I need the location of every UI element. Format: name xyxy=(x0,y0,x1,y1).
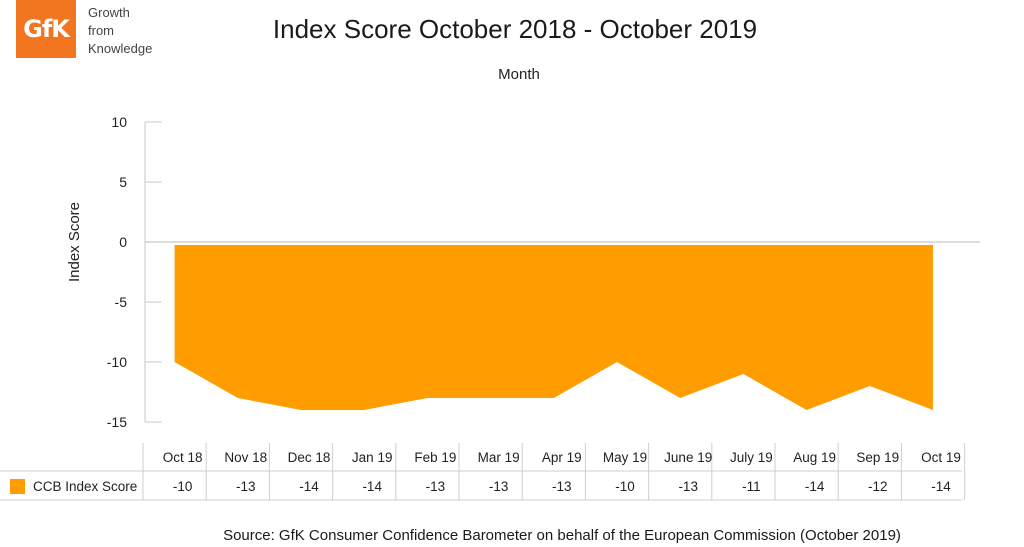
x-category-label: May 19 xyxy=(603,450,647,465)
data-table-value: -11 xyxy=(742,479,761,494)
x-category-label: Oct 18 xyxy=(163,450,203,465)
data-table-value: -13 xyxy=(489,479,509,494)
data-table-value: -14 xyxy=(362,479,382,494)
x-category-label: June 19 xyxy=(664,450,712,465)
x-category-label: Apr 19 xyxy=(542,450,582,465)
data-table-value: -10 xyxy=(173,479,193,494)
data-table-value: -14 xyxy=(299,479,319,494)
data-table-value: -13 xyxy=(678,479,698,494)
x-category-label: Jan 19 xyxy=(352,450,393,465)
logo-tagline: Growth from Knowledge xyxy=(88,4,152,58)
data-table-value: -12 xyxy=(868,479,888,494)
y-tick-label: -5 xyxy=(115,294,128,310)
data-table-value: -13 xyxy=(552,479,572,494)
tagline-line-3: Knowledge xyxy=(88,41,153,56)
data-table-value: -14 xyxy=(805,479,825,494)
data-table-value: -10 xyxy=(615,479,635,494)
x-category-label: Sep 19 xyxy=(856,450,899,465)
data-table-value: -14 xyxy=(931,479,951,494)
data-table-value: -13 xyxy=(236,479,256,494)
x-category-label: Aug 19 xyxy=(793,450,836,465)
data-table-value: -13 xyxy=(426,479,446,494)
legend-swatch-ccb xyxy=(10,479,25,494)
y-tick-label: 0 xyxy=(119,234,127,250)
x-category-label: Dec 18 xyxy=(288,450,331,465)
x-category-label: Mar 19 xyxy=(478,450,520,465)
x-category-label: July 19 xyxy=(730,450,773,465)
x-category-label: Oct 19 xyxy=(921,450,961,465)
y-axis-title: Index Score xyxy=(66,202,83,282)
logo-mark: GfK xyxy=(23,15,70,43)
tagline-line-1: Growth xyxy=(88,5,130,20)
y-tick-label: 10 xyxy=(111,114,127,130)
gfk-logo: GfK xyxy=(16,0,76,58)
y-tick-label: -10 xyxy=(107,354,127,370)
chart-title: Index Score October 2018 - October 2019 xyxy=(272,14,758,44)
area-series-ccb xyxy=(174,245,934,410)
source-note: Source: GfK Consumer Confidence Baromete… xyxy=(223,527,901,544)
top-axis-label: Month xyxy=(498,66,540,83)
legend-label-ccb: CCB Index Score xyxy=(33,479,137,494)
x-category-label: Feb 19 xyxy=(414,450,456,465)
tagline-line-2: from xyxy=(88,23,114,38)
y-tick-label: -15 xyxy=(107,414,127,430)
y-tick-label: 5 xyxy=(119,174,127,190)
x-category-label: Nov 18 xyxy=(224,450,267,465)
